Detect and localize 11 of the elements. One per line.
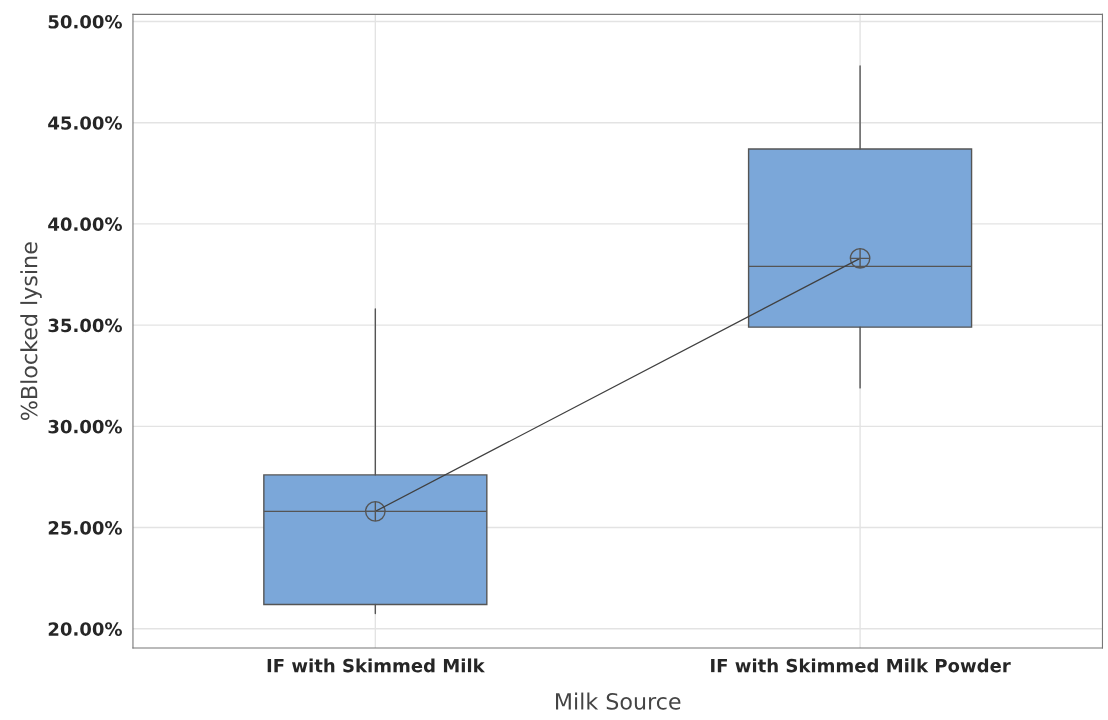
x-axis-title: Milk Source — [556, 692, 681, 710]
x-tick-label: IF with Skimmed Milk — [267, 658, 485, 673]
y-tick-label: 30.00% — [48, 419, 122, 434]
y-tick-label: 25.00% — [48, 521, 122, 535]
y-tick-label: 40.00% — [48, 217, 122, 232]
y-tick-label: 50.00% — [48, 14, 122, 29]
y-tick-label: 45.00% — [48, 116, 122, 130]
y-axis-title: %Blocked lysine — [20, 242, 42, 421]
x-tick-label: IF with Skimmed Milk Powder — [711, 658, 1011, 673]
y-tick-label: 20.00% — [48, 622, 122, 636]
y-tick-label: 35.00% — [48, 318, 122, 333]
